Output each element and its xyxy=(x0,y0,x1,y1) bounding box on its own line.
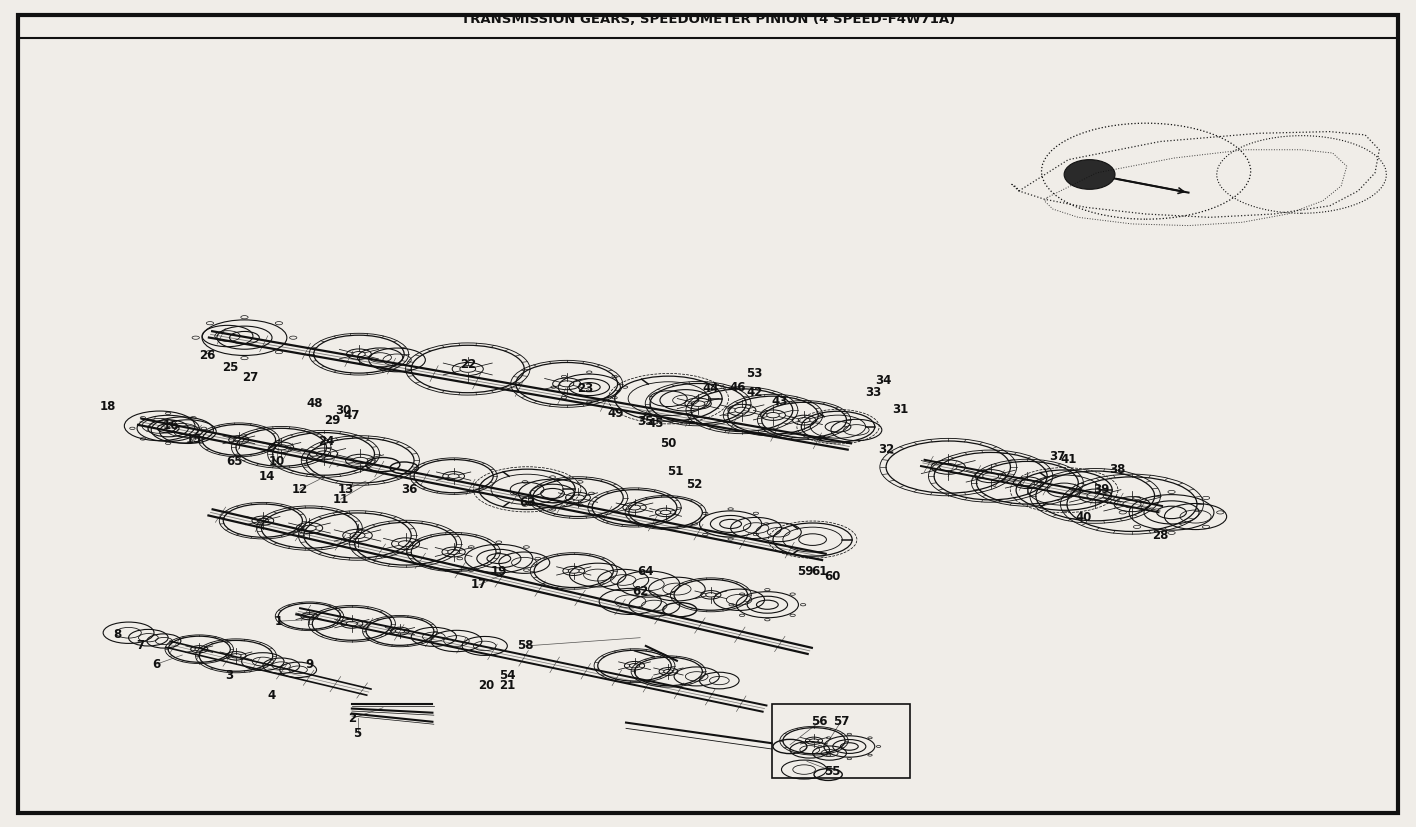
Text: 37: 37 xyxy=(1049,450,1065,463)
Text: 33: 33 xyxy=(865,385,882,399)
Text: 25: 25 xyxy=(222,361,238,374)
Text: 62: 62 xyxy=(632,585,649,598)
Text: 52: 52 xyxy=(685,478,702,491)
Text: 63: 63 xyxy=(518,496,535,509)
Text: 50: 50 xyxy=(660,437,677,450)
Text: 34: 34 xyxy=(875,374,892,387)
Text: 54: 54 xyxy=(498,669,515,682)
Text: 13: 13 xyxy=(338,483,354,496)
Text: 39: 39 xyxy=(1093,483,1109,496)
Text: 26: 26 xyxy=(200,349,215,362)
Text: 4: 4 xyxy=(268,689,276,702)
Text: 1: 1 xyxy=(275,614,282,628)
Text: 35: 35 xyxy=(637,415,654,428)
Text: 61: 61 xyxy=(811,565,828,578)
Text: 17: 17 xyxy=(472,578,487,591)
Text: 21: 21 xyxy=(500,679,515,692)
Text: 53: 53 xyxy=(746,367,763,380)
Text: 55: 55 xyxy=(824,765,841,777)
Text: 12: 12 xyxy=(292,483,307,496)
Text: 20: 20 xyxy=(479,679,494,692)
Text: 58: 58 xyxy=(517,639,534,653)
Text: 36: 36 xyxy=(402,483,418,496)
Text: 48: 48 xyxy=(307,397,323,410)
Text: 64: 64 xyxy=(637,565,654,578)
Text: 27: 27 xyxy=(242,370,258,384)
Text: TRANSMISSION GEARS, SPEEDOMETER PINION (4 SPEED-F4W71A): TRANSMISSION GEARS, SPEEDOMETER PINION (… xyxy=(460,13,956,26)
Text: 10: 10 xyxy=(269,455,285,468)
Text: 43: 43 xyxy=(772,395,789,409)
Text: 22: 22 xyxy=(460,357,476,370)
Text: 11: 11 xyxy=(333,493,348,506)
Text: 29: 29 xyxy=(324,414,340,427)
Text: 2: 2 xyxy=(348,712,355,725)
Text: 57: 57 xyxy=(833,715,850,729)
Text: 45: 45 xyxy=(647,417,664,430)
Text: 51: 51 xyxy=(667,465,684,478)
Text: 24: 24 xyxy=(319,435,334,448)
Circle shape xyxy=(1065,160,1114,189)
Text: 19: 19 xyxy=(491,565,507,578)
Text: 40: 40 xyxy=(1076,511,1092,523)
Text: 46: 46 xyxy=(729,380,746,394)
Text: 5: 5 xyxy=(354,727,361,740)
Text: 7: 7 xyxy=(136,639,144,653)
Text: 60: 60 xyxy=(824,570,841,583)
Text: 16: 16 xyxy=(163,418,180,432)
Text: 56: 56 xyxy=(811,715,828,729)
Text: 18: 18 xyxy=(99,400,116,414)
Text: 41: 41 xyxy=(1061,453,1076,466)
Text: 47: 47 xyxy=(344,409,360,422)
Text: 32: 32 xyxy=(878,443,893,457)
Text: 23: 23 xyxy=(576,382,593,395)
Text: 9: 9 xyxy=(306,657,313,671)
Text: 3: 3 xyxy=(225,669,234,682)
Text: 15: 15 xyxy=(185,433,201,447)
Text: 42: 42 xyxy=(746,385,763,399)
Text: 8: 8 xyxy=(113,628,122,641)
Text: 65: 65 xyxy=(227,455,242,468)
Bar xyxy=(772,704,910,778)
Text: 49: 49 xyxy=(607,407,624,420)
Text: 6: 6 xyxy=(153,657,161,671)
Text: 44: 44 xyxy=(702,382,719,395)
Text: 31: 31 xyxy=(892,403,908,416)
Text: 30: 30 xyxy=(336,404,351,417)
Text: 28: 28 xyxy=(1153,529,1168,542)
Text: 14: 14 xyxy=(259,471,275,484)
Text: 38: 38 xyxy=(1110,463,1126,476)
Text: 59: 59 xyxy=(797,565,814,578)
